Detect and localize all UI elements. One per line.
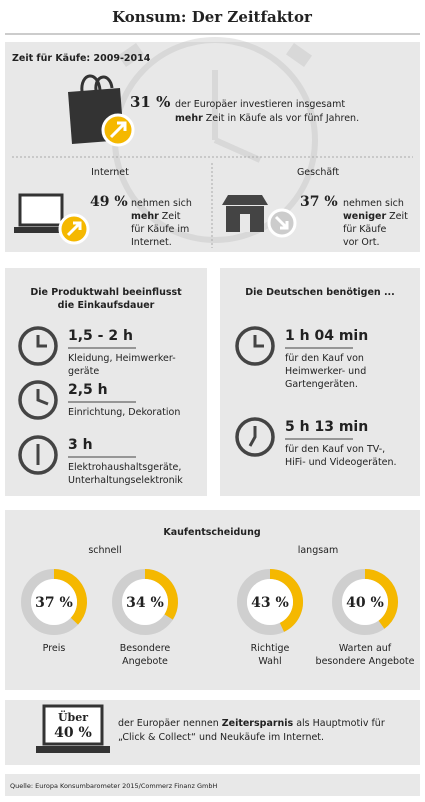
- duration-value: 1 h 04 min: [285, 328, 368, 344]
- donut-caption: Wahl: [258, 656, 281, 667]
- duration-label: Heimwerker- und: [285, 366, 366, 377]
- bag-icon: [68, 74, 135, 147]
- clock-icon: [18, 380, 58, 420]
- duration-label: geräte: [68, 366, 99, 377]
- title: Konsum: Der Zeitfaktor: [112, 8, 313, 26]
- internet-text: nehmen sich: [131, 198, 192, 209]
- group-label: langsam: [298, 545, 339, 556]
- donut-caption: Besondere: [120, 643, 171, 654]
- bold-word: Zeitersparnis: [222, 718, 294, 729]
- overall-text: mehr Zeit in Käufe als vor fünf Jahren.: [175, 113, 359, 124]
- text-part: Zeit: [162, 211, 181, 222]
- bold-word: weniger: [343, 211, 386, 222]
- savings-laptop: [36, 704, 110, 753]
- donut-center: [122, 579, 168, 625]
- duration-label: Gartengeräten.: [285, 379, 358, 390]
- germans-heading: Die Deutschen benötigen ...: [245, 287, 395, 298]
- clock-list: 1,5 - 2 h Kleidung, Heimwerker-geräte 2,5 …: [18, 326, 397, 486]
- text-part: der Europäer nennen: [118, 718, 219, 729]
- products-heading: Die Produktwahl beeinflusst: [30, 287, 182, 298]
- badge-text: Über: [58, 710, 88, 724]
- savings-text: „Click & Collect“ und Neukäufe im Intern…: [118, 732, 324, 743]
- laptop-icon: [14, 193, 90, 245]
- panel-germans: [220, 268, 420, 496]
- duration-value: 2,5 h: [68, 382, 108, 398]
- text-part: Zeit: [389, 211, 408, 222]
- time-heading: Zeit für Käufe: 2009-2014: [12, 53, 151, 64]
- text-part: als Hauptmotiv für: [296, 718, 385, 729]
- shop-icon: [222, 195, 297, 238]
- donut-label: 34 %: [126, 595, 164, 611]
- duration-label: für den Kauf von TV-,: [285, 444, 385, 455]
- clock-hands: [36, 335, 47, 348]
- duration-label: für den Kauf von: [285, 353, 364, 364]
- donut-caption: Warten auf: [339, 643, 392, 654]
- duration-label: Kleidung, Heimwerker-: [68, 353, 176, 364]
- duration-value: 1,5 - 2 h: [68, 328, 133, 344]
- duration-label: HiFi- und Videogeräten.: [285, 457, 397, 468]
- shop-text: nehmen sich: [343, 198, 404, 209]
- clock-icon: [18, 435, 58, 475]
- savings-text: der Europäer nennen Zeitersparnis als Haup…: [118, 718, 385, 729]
- donut-caption: Angebote: [122, 656, 168, 667]
- clock-hands: [253, 335, 264, 348]
- donut-label: 40 %: [346, 595, 384, 611]
- donut-arc: [364, 569, 398, 629]
- donut-caption: besondere Angebote: [316, 656, 415, 667]
- clock-hands: [36, 389, 49, 406]
- duration-label: Unterhaltungselektronik: [68, 475, 183, 486]
- internet-text: für Käufe im: [131, 224, 189, 235]
- donut-list: 37 % Preis 34 % Besondere Angebote 43 % Richti…: [21, 569, 415, 667]
- donut-label: 43 %: [251, 595, 289, 611]
- bold-word: mehr: [131, 211, 159, 222]
- bold-word: mehr: [175, 113, 203, 124]
- donut-center: [31, 579, 77, 625]
- overall-text: der Europäer investieren insgesamt: [175, 99, 345, 110]
- donut-caption: Richtige: [251, 643, 290, 654]
- duration-value: 3 h: [68, 437, 93, 453]
- shop-label: Geschäft: [297, 167, 339, 178]
- clock-icon: [235, 326, 275, 366]
- internet-label: Internet: [91, 167, 129, 178]
- decision-heading: Kaufentscheidung: [163, 527, 260, 538]
- clock-icon: [18, 326, 58, 366]
- duration-label: Elektrohaushaltsgeräte,: [68, 462, 181, 473]
- internet-value: 49 %: [90, 194, 128, 210]
- clock-icon: [235, 417, 275, 457]
- donut-arc: [269, 569, 303, 632]
- products-heading: die Einkaufsdauer: [58, 300, 155, 311]
- donut-label: 37 %: [35, 595, 73, 611]
- internet-text: mehr Zeit: [131, 211, 181, 222]
- duration-value: 5 h 13 min: [285, 419, 368, 435]
- donut-arc: [144, 569, 178, 620]
- shop-text: vor Ort.: [343, 237, 380, 248]
- duration-label: Einrichtung, Dekoration: [68, 407, 180, 418]
- overall-value: 31 %: [130, 93, 170, 111]
- shop-text: weniger Zeit: [343, 211, 408, 222]
- panel-source: [5, 774, 420, 796]
- shop-value: 37 %: [300, 194, 338, 210]
- clock-hands: [248, 426, 257, 447]
- badge-value: 40 %: [54, 725, 92, 741]
- text-part: Zeit in Käufe als vor fünf Jahren.: [206, 113, 359, 124]
- donut-center: [342, 579, 388, 625]
- shop-text: für Käufe: [343, 224, 387, 235]
- donut-center: [247, 579, 293, 625]
- donut-arc: [53, 569, 87, 625]
- group-label: schnell: [88, 545, 121, 556]
- donut-caption: Preis: [43, 643, 66, 654]
- source: Quelle: Europa Konsumbarometer 2015/Comm…: [10, 782, 217, 790]
- internet-text: Internet.: [131, 237, 172, 248]
